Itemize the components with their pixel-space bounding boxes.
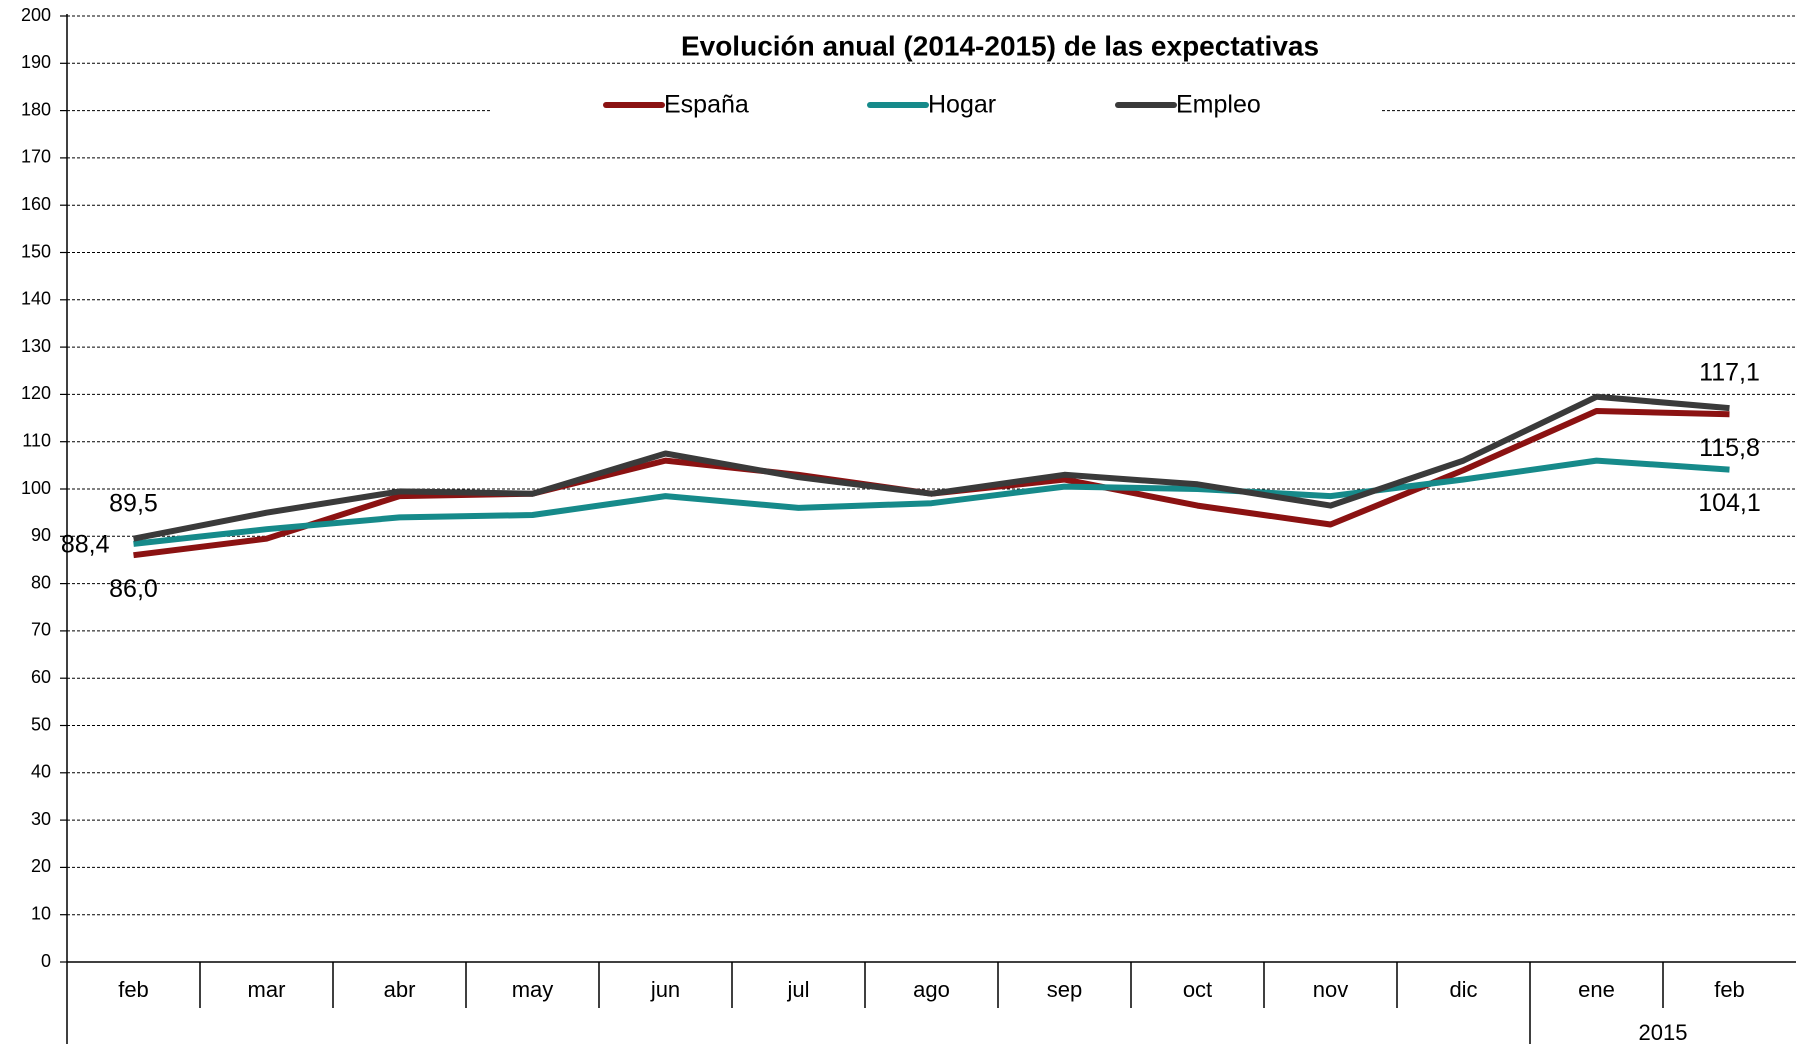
x-tick-label: mar [248,977,286,1002]
legend-label: Empleo [1176,91,1261,119]
data-label: 115,8 [1699,434,1760,462]
y-tick-label: 190 [21,52,51,72]
y-tick-label: 20 [31,856,51,876]
y-tick-label: 170 [21,147,51,167]
x-tick-label: ene [1578,977,1615,1002]
x-tick-label: nov [1313,977,1348,1002]
y-tick-label: 160 [21,194,51,214]
y-tick-label: 80 [31,572,51,592]
y-tick-label: 0 [41,951,51,971]
y-tick-label: 30 [31,809,51,829]
series-line [133,457,1730,547]
x-tick-label: may [512,977,554,1002]
x-tick-label: abr [384,977,416,1002]
x-tick-label: ago [913,977,950,1002]
x-tick-label: sep [1047,977,1082,1002]
series-line [132,393,1730,542]
y-tick-label: 140 [21,289,51,309]
y-tick-label: 130 [21,336,51,356]
legend-label: España [664,91,749,119]
x-tick-label: oct [1183,977,1212,1002]
data-label: 89,5 [109,489,158,517]
series-line [133,408,1730,559]
year-label: 2015 [1639,1020,1688,1044]
y-tick-label: 150 [21,241,51,261]
y-tick-label: 200 [21,5,51,25]
x-tick-label: jun [650,977,680,1002]
data-label: 88,4 [61,530,110,558]
chart-title: Evolución anual (2014-2015) de las expec… [681,30,1319,61]
y-tick-label: 110 [22,430,51,450]
y-tick-label: 50 [31,714,51,734]
x-tick-label: jul [786,977,809,1002]
data-label: 86,0 [109,575,158,603]
y-tick-label: 180 [21,99,51,119]
x-tick-label: feb [118,977,149,1002]
y-tick-label: 100 [21,478,51,498]
y-tick-label: 60 [31,667,51,687]
data-label: 104,1 [1698,489,1761,517]
y-tick-label: 10 [31,903,51,923]
legend-label: Hogar [928,91,996,119]
data-label: 117,1 [1699,359,1760,387]
y-tick-label: 90 [31,525,51,545]
y-tick-label: 70 [31,620,51,640]
y-tick-label: 40 [31,762,51,782]
x-tick-label: dic [1449,977,1477,1002]
y-tick-label: 120 [21,383,51,403]
grid-layer [67,15,1796,916]
x-tick-label: feb [1714,977,1745,1002]
